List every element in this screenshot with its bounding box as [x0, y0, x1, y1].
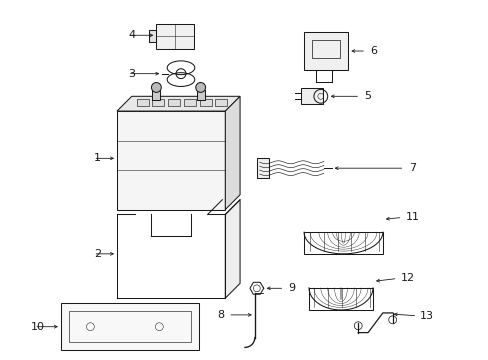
Bar	[304, 32, 347, 70]
Polygon shape	[225, 96, 240, 210]
Bar	[301, 89, 322, 104]
Bar	[183, 99, 195, 106]
Text: 2: 2	[94, 249, 101, 259]
Bar	[61, 303, 198, 350]
Bar	[256, 158, 268, 178]
Text: 4: 4	[128, 30, 135, 40]
Bar	[117, 111, 225, 210]
Polygon shape	[225, 200, 240, 298]
Text: 1: 1	[94, 153, 101, 163]
Text: 5: 5	[364, 91, 371, 101]
Bar	[196, 90, 204, 100]
Text: 12: 12	[400, 274, 414, 283]
Circle shape	[151, 82, 161, 93]
Text: 9: 9	[288, 283, 295, 293]
Bar	[137, 99, 148, 106]
Bar	[152, 90, 160, 100]
Text: 7: 7	[408, 163, 415, 173]
Text: 13: 13	[419, 311, 433, 321]
Polygon shape	[117, 96, 240, 111]
Text: 10: 10	[31, 322, 45, 332]
Text: 11: 11	[405, 212, 419, 222]
Bar	[215, 99, 227, 106]
Bar	[199, 99, 211, 106]
Bar	[156, 24, 193, 49]
Circle shape	[195, 82, 205, 93]
Bar	[311, 40, 339, 58]
Text: 3: 3	[128, 69, 135, 79]
Bar	[168, 99, 180, 106]
Text: 8: 8	[216, 310, 224, 320]
Bar	[152, 99, 164, 106]
Text: 6: 6	[370, 46, 377, 56]
Bar	[148, 30, 156, 42]
Bar	[69, 311, 190, 342]
